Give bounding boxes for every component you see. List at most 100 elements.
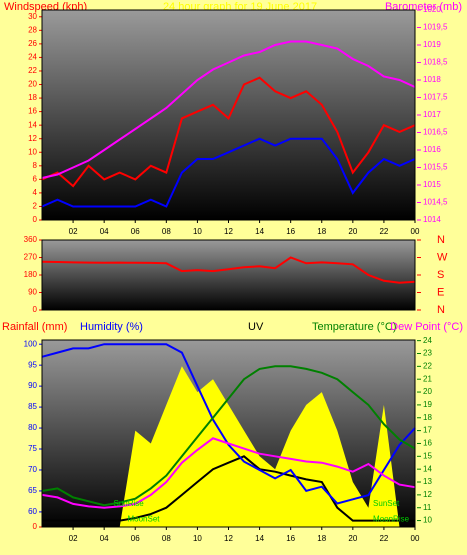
y-tick-label: 26 [28,39,37,48]
annotation: MoonSet [127,514,160,523]
y-tick-label: 28 [28,25,37,34]
x-tick-label: 04 [100,227,109,236]
y2-tick-label: 1019,5 [423,23,448,32]
y-tick-label: 10 [28,147,37,156]
line [41,437,416,509]
y-tick-label: 95 [28,360,37,369]
y-tick-label: 360 [24,235,38,244]
y2-tick-label: 11 [423,503,432,512]
y-tick-label: 60 [28,507,37,516]
y-tick-label: 24 [28,53,37,62]
y-tick-label: 90 [28,381,37,390]
line [41,40,416,179]
y-tick-label: 30 [28,12,37,21]
x-tick-label: 10 [193,227,202,236]
y2-tick-label: 1017,5 [423,93,448,102]
y2-tick-label: 17 [423,426,432,435]
y-tick-label: 6 [33,174,38,183]
y-tick-label: 8 [33,161,38,170]
annotation: MoonRise [373,514,410,523]
line [41,256,416,284]
rain-label: Rainfall (mm) [2,321,67,333]
y2-label: Temperature (°C) [312,321,396,333]
x-tick-label: 16 [286,227,295,236]
uv-label: UV [248,321,264,333]
annotation: SunSet [373,499,400,508]
y2-tick-label: 1015,5 [423,163,448,172]
plot-frame [41,239,416,311]
line [42,455,415,522]
y-tick-label: 16 [28,107,37,116]
x-tick-label: 02 [69,534,78,543]
y2-tick-label: N [437,304,445,316]
x-tick-label: 20 [348,534,357,543]
y-tick-label: 80 [28,423,37,432]
y2-tick-label: W [437,251,448,263]
y2-tick-label: 22 [423,361,432,370]
line [41,137,416,208]
y2-tick-label: 16 [423,439,432,448]
annotation: SunRise [113,499,144,508]
x-tick-label: 22 [379,534,388,543]
y2-tick-label: 1018 [423,75,441,84]
plot-area [42,240,415,310]
y2-tick-label: 15 [423,451,432,460]
y2-tick-label: 1019 [423,40,441,49]
y2-tick-label: 20 [423,387,432,396]
plot-frame [41,339,416,528]
y2-tick-label: 19 [423,400,432,409]
y-tick-label: 85 [28,402,37,411]
x-tick-label: 08 [162,227,171,236]
y2-tick-label: 10 [423,516,432,525]
y2-tick-label: 18 [423,413,432,422]
y2-tick-label: E [437,286,444,298]
x-tick-label: 12 [224,534,233,543]
y-tick-label: 270 [24,253,38,262]
x-tick-label: 06 [131,534,140,543]
x-tick-label: 00 [411,227,420,236]
x-tick-label: 16 [286,534,295,543]
x-tick-label: 08 [162,534,171,543]
x-tick-label: 02 [69,227,78,236]
y2-tick-label: 1018,5 [423,58,448,67]
y2-tick-label: 13 [423,477,432,486]
y2-tick-label: 12 [423,490,432,499]
y-tick-label: 20 [28,80,37,89]
x-tick-label: 10 [193,534,202,543]
y2-tick-label: 14 [423,464,432,473]
y2-tick-label: 21 [423,374,432,383]
x-tick-label: 04 [100,534,109,543]
y-label: Humidity (%) [80,321,143,333]
y-tick-label: 100 [24,339,38,348]
plot-area [42,10,415,220]
rain-tick-label: 0 [33,522,38,531]
x-tick-label: 18 [317,534,326,543]
x-tick-label: 18 [317,227,326,236]
y-tick-label: 0 [33,305,38,314]
line [41,343,416,505]
y2-tick-label: 23 [423,349,432,358]
y-tick-label: 12 [28,134,37,143]
x-tick-label: 14 [255,534,264,543]
y-tick-label: 0 [33,215,38,224]
y3-label: Dew Point (°C) [390,321,463,333]
y2-tick-label: 24 [423,336,432,345]
x-tick-label: 14 [255,227,264,236]
y2-tick-label: N [437,234,445,246]
y-tick-label: 75 [28,444,37,453]
y-tick-label: 70 [28,465,37,474]
line [41,365,416,507]
line [41,76,416,188]
y2-tick-label: 1017 [423,110,441,119]
x-tick-label: 20 [348,227,357,236]
x-tick-label: 12 [224,227,233,236]
x-tick-label: 22 [379,227,388,236]
x-tick-label: 06 [131,227,140,236]
y-tick-label: 22 [28,66,37,75]
plot-frame [41,9,416,221]
y2-tick-label: 1014,5 [423,198,448,207]
y-tick-label: 2 [33,202,38,211]
y-tick-label: 90 [28,288,37,297]
